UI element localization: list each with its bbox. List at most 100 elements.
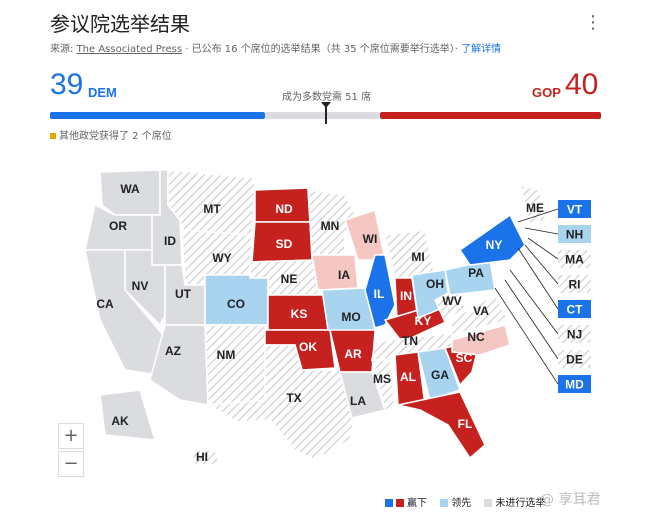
callout-box-ma[interactable] — [558, 250, 591, 268]
source-summary: · 已公布 16 个席位的选举结果（共 35 个席位需要举行选举）· — [185, 44, 458, 55]
state-label-ak: AK — [111, 414, 129, 428]
callout-label-ri: RI — [569, 278, 581, 292]
state-label-ok: OK — [299, 340, 317, 354]
state-label-sd: SD — [276, 237, 293, 251]
state-shapes: WA OR CA ID NV MT WY UT AZ CO NM ND SD NE KS OK TX MN IA MO… — [84, 169, 546, 466]
callout-line-ct — [517, 247, 559, 310]
callout-line-nj — [509, 269, 559, 335]
callout-label-ct: CT — [567, 303, 584, 317]
state-va[interactable] — [449, 293, 510, 336]
gop-seat-count: 40 — [565, 68, 599, 101]
watermark-text: @ 享耳君 — [540, 492, 601, 508]
state-label-mt: MT — [203, 202, 221, 216]
state-label-ne: NE — [281, 272, 298, 286]
callout-line-ma — [527, 237, 559, 260]
gop-seat-bar — [380, 112, 601, 119]
callout-line-nh — [524, 227, 559, 235]
legend-lead-swatch — [440, 499, 449, 507]
legend-won-gop-swatch — [396, 499, 404, 507]
state-label-in: IN — [400, 289, 412, 303]
source-link[interactable]: The Associated Press — [76, 44, 183, 55]
legend-leading: 领先 — [440, 498, 471, 509]
state-label-nm: NM — [217, 348, 236, 362]
legend-lead-label: 领先 — [451, 498, 472, 509]
state-label-id: ID — [164, 234, 176, 248]
state-label-mo: MO — [341, 310, 360, 324]
state-label-ia: IA — [338, 268, 350, 282]
callout-line-vt — [517, 208, 559, 223]
state-label-me: ME — [526, 201, 544, 215]
callout-label-ma: MA — [565, 253, 584, 267]
state-label-wy: WY — [212, 251, 231, 265]
other-party-note: 其他政党获得了 2 个席位 — [50, 127, 172, 142]
state-label-co: CO — [227, 297, 245, 311]
undecided-seat-bar — [265, 112, 380, 119]
callout-line-ri — [524, 244, 559, 285]
callout-box-vt[interactable] — [558, 200, 591, 218]
state-label-la: LA — [350, 394, 366, 408]
majority-threshold-label: 成为多数党需 51 席 — [282, 92, 372, 103]
map-legend: 赢下 领先 未进行选举 — [385, 494, 555, 509]
zoom-out-button[interactable]: − — [58, 451, 84, 477]
more-options-icon[interactable]: ⋮ — [584, 12, 602, 33]
legend-none-label: 未进行选举 — [495, 498, 546, 509]
majority-marker-line — [325, 104, 327, 124]
callout-box-de[interactable] — [558, 350, 591, 368]
dem-seat-count: 39 — [50, 68, 84, 101]
us-senate-map[interactable]: WA OR CA ID NV MT WY UT AZ CO NM ND SD NE KS OK TX MN IA MO… — [40, 160, 620, 490]
state-nm[interactable] — [204, 324, 266, 406]
state-label-az: AZ — [165, 344, 181, 358]
state-nc[interactable] — [451, 324, 511, 356]
state-ny[interactable] — [458, 213, 526, 266]
state-label-mi: MI — [411, 250, 424, 264]
callout-box-md[interactable] — [558, 375, 591, 393]
callout-label-md: MD — [565, 378, 584, 392]
legend-won: 赢下 — [385, 498, 427, 509]
state-il[interactable] — [364, 254, 396, 329]
legend-won-label: 赢下 — [407, 498, 427, 509]
state-label-il: IL — [374, 287, 385, 301]
learn-more-link[interactable]: 了解详情 — [461, 44, 502, 55]
state-label-nc: NC — [467, 330, 485, 344]
state-label-tx: TX — [286, 391, 301, 405]
source-prefix: 来源: — [50, 44, 74, 55]
callout-box-nj[interactable] — [558, 325, 591, 343]
state-label-ga: GA — [431, 368, 449, 382]
legend-none-swatch — [484, 499, 493, 507]
zoom-in-button[interactable]: + — [58, 423, 84, 449]
state-label-tn: TN — [402, 334, 418, 348]
state-az[interactable] — [149, 324, 209, 406]
state-fl[interactable] — [397, 391, 486, 460]
state-label-al: AL — [400, 370, 416, 384]
state-mi[interactable] — [384, 229, 436, 279]
state-label-ny: NY — [486, 238, 503, 252]
state-ak[interactable] — [99, 389, 157, 441]
dem-label: DEM — [88, 85, 117, 100]
callout-label-nj: NJ — [567, 328, 582, 342]
callout-box-ri[interactable] — [558, 275, 591, 293]
legend-no-election: 未进行选举 — [484, 498, 545, 509]
callout-label-vt: VT — [567, 203, 583, 217]
legend-won-dem-swatch — [385, 499, 393, 507]
state-label-hi: HI — [196, 450, 208, 464]
state-label-ms: MS — [373, 372, 391, 386]
state-label-ar: AR — [344, 347, 362, 361]
state-ia[interactable] — [311, 254, 359, 291]
callout-label-nh: NH — [566, 228, 583, 242]
source-line: 来源: The Associated Press · 已公布 16 个席位的选举… — [50, 40, 501, 55]
state-label-wv: WV — [442, 294, 461, 308]
state-label-pa: PA — [468, 266, 484, 280]
state-label-nd: ND — [275, 202, 293, 216]
gop-label: GOP — [532, 85, 561, 100]
state-label-ks: KS — [291, 307, 308, 321]
state-label-nv: NV — [132, 279, 149, 293]
callout-box-nh[interactable] — [558, 225, 591, 243]
state-label-ut: UT — [175, 287, 192, 301]
callout-label-de: DE — [566, 353, 583, 367]
callout-lines — [494, 208, 559, 385]
state-callouts: VT NH MA RI CT NJ DE MD — [558, 200, 591, 393]
state-label-ca: CA — [96, 297, 114, 311]
state-hi[interactable] — [188, 449, 222, 466]
other-party-swatch — [50, 133, 56, 139]
callout-box-ct[interactable] — [558, 300, 591, 318]
